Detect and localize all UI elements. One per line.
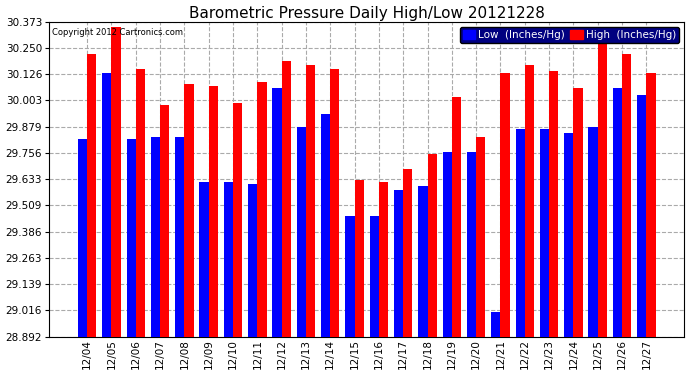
Bar: [515, 129, 525, 337]
Bar: [175, 137, 184, 337]
Bar: [321, 114, 331, 337]
Bar: [442, 152, 452, 337]
Bar: [379, 182, 388, 337]
Legend: Low  (Inches/Hg), High  (Inches/Hg): Low (Inches/Hg), High (Inches/Hg): [460, 27, 679, 43]
Bar: [540, 129, 549, 337]
Bar: [370, 216, 379, 337]
Bar: [549, 71, 558, 337]
Bar: [598, 33, 607, 337]
Bar: [331, 69, 339, 337]
Bar: [428, 154, 437, 337]
Bar: [297, 126, 306, 337]
Bar: [306, 65, 315, 337]
Bar: [476, 137, 485, 337]
Bar: [345, 216, 355, 337]
Bar: [112, 27, 121, 337]
Bar: [151, 137, 160, 337]
Bar: [394, 190, 403, 337]
Bar: [452, 97, 461, 337]
Bar: [622, 54, 631, 337]
Bar: [613, 88, 622, 337]
Text: Copyright 2012 Cartronics.com: Copyright 2012 Cartronics.com: [52, 28, 183, 37]
Bar: [199, 182, 208, 337]
Bar: [248, 184, 257, 337]
Bar: [160, 105, 169, 337]
Bar: [282, 61, 291, 337]
Bar: [500, 74, 510, 337]
Bar: [467, 152, 476, 337]
Bar: [233, 103, 242, 337]
Bar: [573, 88, 582, 337]
Bar: [564, 133, 573, 337]
Bar: [136, 69, 145, 337]
Title: Barometric Pressure Daily High/Low 20121228: Barometric Pressure Daily High/Low 20121…: [189, 6, 544, 21]
Bar: [208, 86, 218, 337]
Bar: [184, 84, 194, 337]
Bar: [525, 65, 534, 337]
Bar: [126, 140, 136, 337]
Bar: [224, 182, 233, 337]
Bar: [257, 82, 266, 337]
Bar: [589, 126, 598, 337]
Bar: [491, 312, 500, 337]
Bar: [102, 74, 112, 337]
Bar: [87, 54, 97, 337]
Bar: [355, 180, 364, 337]
Bar: [78, 140, 87, 337]
Bar: [647, 74, 656, 337]
Bar: [273, 88, 282, 337]
Bar: [403, 169, 413, 337]
Bar: [418, 186, 428, 337]
Bar: [637, 94, 647, 337]
